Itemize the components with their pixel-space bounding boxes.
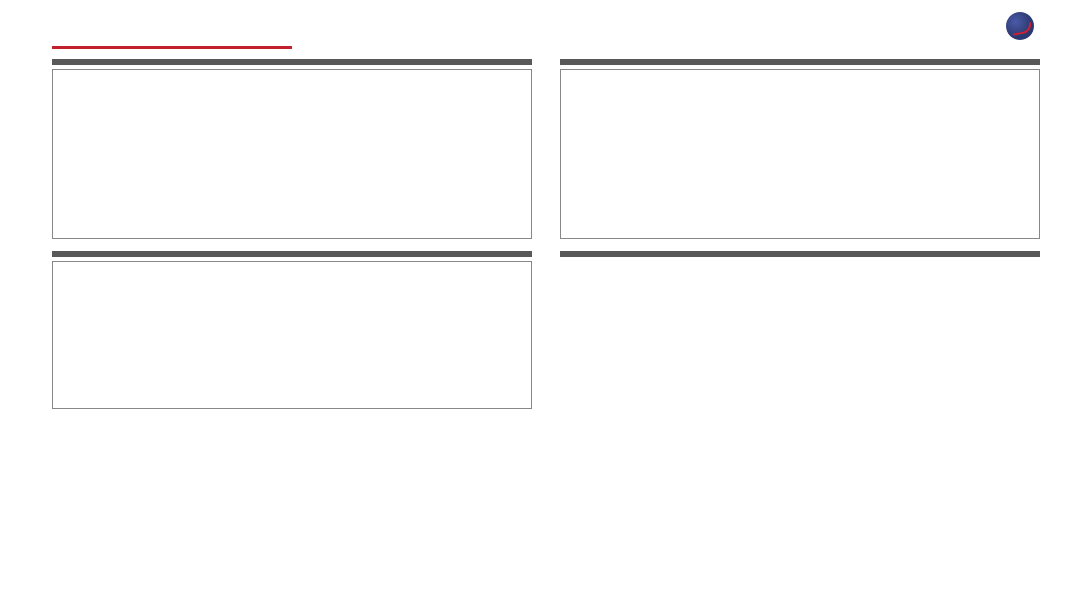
chart-cost <box>560 261 1040 431</box>
panel-title-cost <box>560 251 1040 257</box>
galaxy-logo-icon <box>1006 12 1034 40</box>
logo <box>1006 12 1040 40</box>
header <box>0 0 1080 46</box>
panel-title-culled <box>52 59 532 65</box>
legend-chick <box>561 232 1039 238</box>
legend-feed <box>53 402 531 408</box>
panel-feed <box>52 251 532 431</box>
panel-cost <box>560 251 1040 431</box>
svg-feed <box>53 262 513 402</box>
chart-grid <box>0 59 1080 431</box>
chart-culled <box>52 69 532 239</box>
title-underline <box>52 46 292 49</box>
panel-title-chick <box>560 59 1040 65</box>
chart-feed <box>52 261 532 409</box>
panel-chick <box>560 59 1040 239</box>
chart-chick <box>560 69 1040 239</box>
legend-culled <box>53 232 531 238</box>
svg-chick <box>561 72 1021 232</box>
panel-culled <box>52 59 532 239</box>
svg-cost <box>560 261 1020 431</box>
panel-title-feed <box>52 251 532 257</box>
svg-culled <box>53 72 513 232</box>
